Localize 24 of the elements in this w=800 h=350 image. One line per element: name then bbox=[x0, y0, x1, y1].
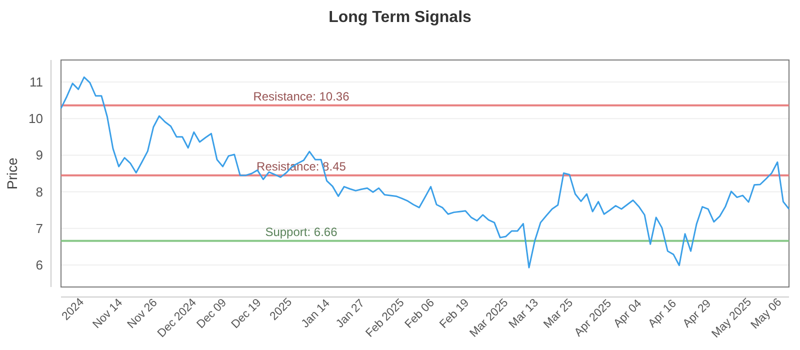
ref-line-label: Support: 6.66 bbox=[265, 224, 338, 239]
x-tick-label: Dec 19 bbox=[229, 296, 264, 332]
y-tick-label: 9 bbox=[36, 148, 43, 163]
y-tick-label: 8 bbox=[36, 184, 43, 200]
x-tick-label: Nov 14 bbox=[90, 296, 126, 332]
x-tick-label: Jan 27 bbox=[334, 297, 368, 330]
x-tick-label: Mar 13 bbox=[507, 297, 541, 331]
line-series bbox=[60, 76, 790, 268]
y-tick-label: 7 bbox=[36, 220, 43, 236]
x-tick-label: Apr 29 bbox=[681, 298, 714, 330]
y-tick-label: 10 bbox=[28, 111, 43, 126]
x-tick-label: Mar 25 bbox=[542, 297, 576, 331]
x-tick-label: Feb 06 bbox=[403, 297, 437, 331]
x-tick-label: May 06 bbox=[749, 296, 784, 332]
y-tick-label: 11 bbox=[30, 74, 43, 90]
ref-line-label: Resistance: 10.36 bbox=[253, 89, 350, 104]
x-tick-label: Apr 16 bbox=[646, 298, 679, 330]
x-tick-label: Apr 04 bbox=[612, 297, 645, 330]
chart-title: Long Term Signals bbox=[328, 9, 472, 26]
x-tick-label: Dec 09 bbox=[194, 296, 230, 332]
x-tick-label: Jan 14 bbox=[299, 297, 333, 330]
x-tick-label: Feb 19 bbox=[438, 297, 472, 331]
y-axis-title: Price bbox=[4, 157, 20, 190]
y-tick-label: 6 bbox=[36, 258, 43, 273]
